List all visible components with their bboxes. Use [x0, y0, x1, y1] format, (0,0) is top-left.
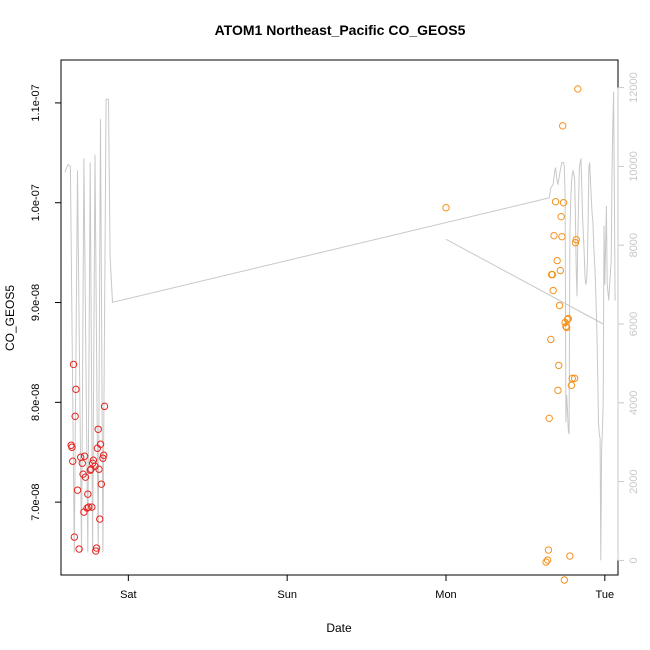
data-point	[86, 466, 94, 474]
points-layer	[67, 85, 582, 584]
data-point	[570, 374, 579, 383]
y-tick-label: 7.0e-08	[30, 483, 42, 520]
data-point	[80, 452, 89, 460]
data-point	[84, 490, 92, 498]
data-point	[69, 457, 77, 465]
data-point	[555, 361, 563, 370]
y-tick-label: 8.0e-08	[30, 384, 42, 421]
data-point	[562, 323, 571, 332]
data-point	[69, 360, 78, 369]
data-point	[78, 459, 86, 467]
data-point	[84, 503, 93, 511]
data-point	[100, 451, 108, 459]
data-point	[70, 533, 79, 541]
data-point	[68, 443, 76, 451]
data-point	[559, 122, 567, 130]
data-point	[543, 556, 552, 564]
data-point	[83, 504, 91, 512]
data-point	[100, 402, 109, 411]
data-point	[551, 198, 560, 206]
data-point	[555, 301, 564, 310]
data-point	[568, 374, 576, 383]
altitude-line	[64, 91, 616, 561]
y-tick-label: 1.0e-07	[30, 184, 42, 221]
data-point	[544, 546, 553, 554]
y2-tick-label: 8000	[628, 233, 640, 257]
y2-tick-label: 6000	[628, 312, 640, 336]
y2-tick-label: 2000	[628, 469, 640, 493]
data-point	[97, 480, 106, 488]
altitude-segment	[445, 238, 604, 325]
x-tick-label: Mon	[435, 589, 456, 601]
y-tick-label: 9.0e-08	[30, 284, 42, 321]
data-point	[549, 286, 557, 295]
y-tick-label: 1.1e-07	[30, 84, 42, 121]
data-point	[81, 473, 90, 481]
data-point	[563, 315, 572, 324]
data-point	[567, 381, 576, 390]
data-point	[545, 414, 553, 423]
data-point	[72, 385, 80, 394]
y-axis-label: CO_GEOS5	[3, 285, 17, 351]
data-point	[556, 266, 565, 275]
data-point	[574, 85, 582, 93]
data-point	[571, 238, 580, 247]
data-point	[550, 231, 558, 240]
y2-tick-label: 12000	[628, 72, 640, 103]
y2-tick-label: 0	[628, 557, 640, 563]
chart-title: ATOM1 Northeast_Pacific CO_GEOS5	[215, 22, 466, 38]
data-point	[94, 425, 102, 433]
data-point	[557, 212, 565, 221]
data-point	[96, 515, 104, 523]
x-tick-label: Tue	[596, 589, 615, 601]
data-point	[554, 386, 562, 395]
data-point	[572, 235, 580, 244]
data-point	[75, 545, 83, 553]
data-point	[92, 544, 101, 552]
data-point	[73, 486, 82, 494]
altitude-layer	[64, 91, 616, 561]
data-point	[99, 454, 107, 462]
data-point	[542, 558, 550, 566]
data-point	[88, 503, 96, 511]
data-point	[560, 576, 569, 584]
data-point	[96, 440, 105, 448]
data-point	[547, 335, 555, 344]
x-axis-label: Date	[326, 621, 352, 635]
data-point	[564, 314, 572, 323]
data-point	[553, 256, 561, 265]
y2-tick-label: 4000	[628, 391, 640, 415]
data-point	[562, 322, 570, 331]
data-point	[559, 199, 568, 207]
data-point	[71, 412, 79, 421]
data-point	[558, 232, 566, 241]
data-point	[92, 547, 100, 555]
x-tick-label: Sun	[277, 589, 297, 601]
data-point	[548, 270, 557, 279]
x-tick-label: Sat	[120, 589, 137, 601]
data-point	[566, 552, 574, 560]
y2-tick-label: 10000	[628, 151, 640, 182]
data-point	[95, 465, 103, 473]
data-point	[442, 204, 450, 212]
axes-layer: 7.0e-08 8.0e-08 9.0e-08 1.0e-07 1.1e-07 0 2000…	[30, 72, 640, 601]
